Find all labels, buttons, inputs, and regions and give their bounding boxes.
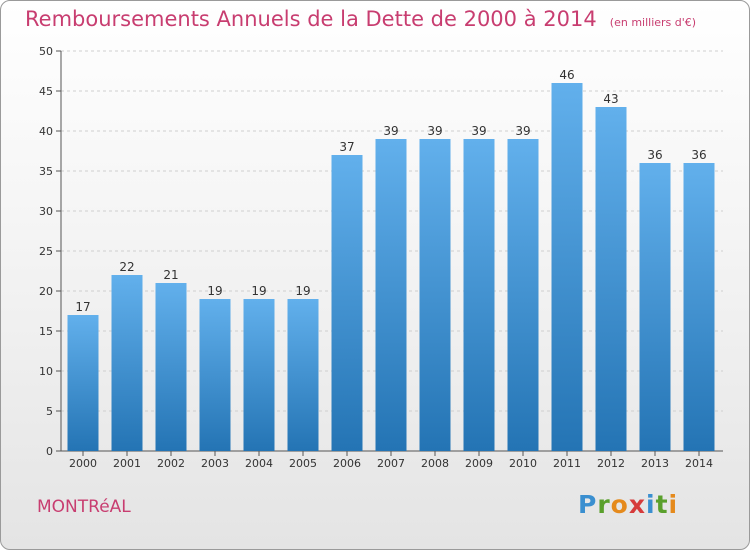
bar (67, 315, 99, 451)
bar (199, 299, 231, 451)
logo-letter: x (628, 490, 646, 519)
y-tick-label: 25 (39, 245, 53, 258)
bar (331, 155, 363, 451)
data-label: 19 (251, 284, 266, 298)
y-tick-label: 5 (46, 405, 53, 418)
proxiti-logo: Proxiti (578, 490, 678, 519)
data-label: 39 (471, 124, 486, 138)
data-label: 17 (75, 300, 90, 314)
data-label: 43 (603, 92, 618, 106)
data-label: 39 (515, 124, 530, 138)
x-tick-label: 2004 (245, 457, 273, 470)
bar (111, 275, 143, 451)
x-tick-labels: 2000 2001 2002 2003 2004 2005 2006 2007 2008 2009… (69, 457, 713, 470)
x-tick-label: 2009 (465, 457, 493, 470)
y-tick-label: 50 (39, 45, 53, 58)
x-tick-label: 2005 (289, 457, 317, 470)
x-tick-label: 2002 (157, 457, 185, 470)
data-label: 39 (383, 124, 398, 138)
data-label: 21 (163, 268, 178, 282)
data-label: 22 (119, 260, 134, 274)
y-tick-label: 40 (39, 125, 53, 138)
x-tick-label: 2007 (377, 457, 405, 470)
x-tick-label: 2003 (201, 457, 229, 470)
x-tick-label: 2001 (113, 457, 141, 470)
data-label: 46 (559, 68, 574, 82)
x-tick-label: 2013 (641, 457, 669, 470)
x-tick-label: 2006 (333, 457, 361, 470)
x-tick-label: 2014 (685, 457, 713, 470)
x-tick-label: 2008 (421, 457, 449, 470)
logo-letter: o (610, 490, 629, 519)
chart-title: Remboursements Annuels de la Dette de 20… (25, 7, 597, 31)
x-tick-label: 2012 (597, 457, 625, 470)
logo-letter: r (597, 490, 611, 519)
bar (551, 83, 583, 451)
data-label: 36 (691, 148, 706, 162)
bars (67, 83, 715, 451)
bar (375, 139, 407, 451)
data-label: 19 (207, 284, 222, 298)
logo-letter: i (646, 490, 656, 519)
y-tick-label: 45 (39, 85, 53, 98)
bar (507, 139, 539, 451)
y-tick-label: 30 (39, 205, 53, 218)
bar (595, 107, 627, 451)
commune-name: MONTRéAL (37, 497, 131, 517)
x-tick-label: 2010 (509, 457, 537, 470)
logo-letter: P (578, 490, 598, 519)
bar (243, 299, 275, 451)
logo-letter: t (655, 490, 669, 519)
data-labels: 17 22 21 19 19 19 37 39 39 39 39 46 43 36 36 (75, 68, 706, 314)
y-tick-label: 15 (39, 325, 53, 338)
x-tick-label: 2000 (69, 457, 97, 470)
chart-unit: (en milliers d'€) (609, 16, 697, 29)
data-label: 36 (647, 148, 662, 162)
y-tick-labels: 0 5 10 15 20 25 30 35 40 45 50 (39, 45, 53, 458)
y-tick-label: 10 (39, 365, 53, 378)
y-tick-label: 35 (39, 165, 53, 178)
bar (639, 163, 671, 451)
y-tick-label: 0 (46, 445, 53, 458)
chart-header: Remboursements Annuels de la Dette de 20… (25, 7, 696, 31)
bar (463, 139, 495, 451)
bar (287, 299, 319, 451)
data-label: 39 (427, 124, 442, 138)
data-label: 37 (339, 140, 354, 154)
bar (683, 163, 715, 451)
bar (155, 283, 187, 451)
y-tick-label: 20 (39, 285, 53, 298)
logo-letter: i (668, 490, 679, 519)
bar (419, 139, 451, 451)
data-label: 19 (295, 284, 310, 298)
x-tick-label: 2011 (553, 457, 581, 470)
